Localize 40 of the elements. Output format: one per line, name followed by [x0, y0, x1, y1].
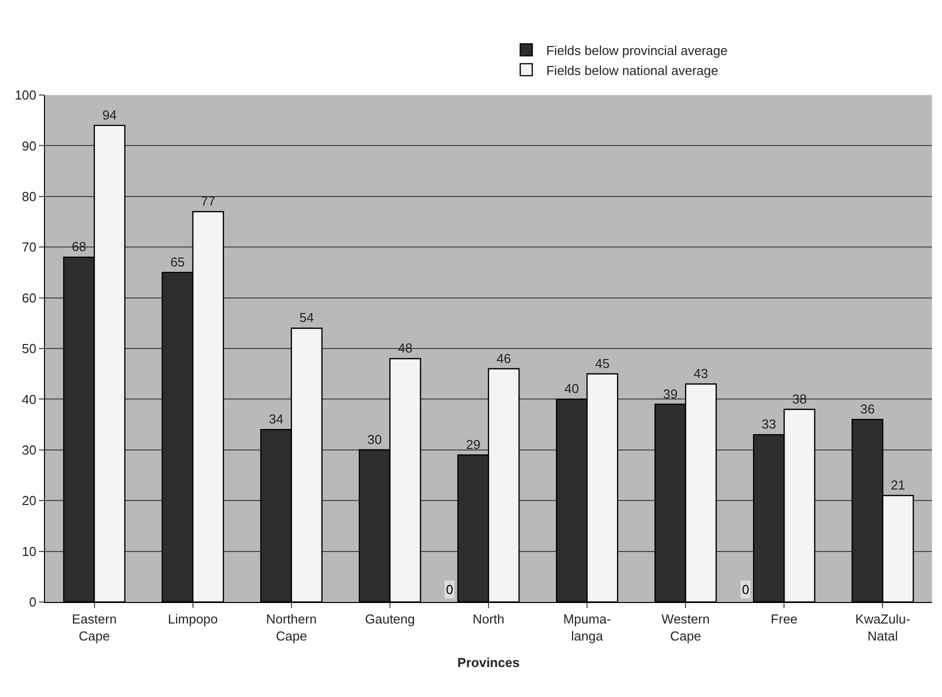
- annotation: 0: [446, 582, 454, 597]
- y-tick-label: 30: [22, 442, 36, 458]
- y-tick-label: 0: [29, 594, 36, 610]
- data-label: 43: [694, 366, 708, 381]
- data-label: 65: [170, 254, 185, 270]
- data-label: 94: [102, 107, 117, 122]
- y-tick-label: 100: [14, 88, 36, 103]
- x-tick-label: North: [472, 612, 504, 627]
- x-tick-label: Free: [770, 612, 798, 627]
- data-label: 34: [268, 412, 284, 427]
- x-tick-label: Western Cape: [662, 612, 710, 644]
- x-axis-title: Provinces: [457, 655, 520, 670]
- data-label: 54: [299, 310, 314, 326]
- data-label: 30: [367, 432, 382, 447]
- x-tick-label: Northern Cape: [266, 612, 317, 644]
- x-tick-label: Limpopo: [168, 612, 218, 627]
- data-label: 40: [564, 381, 580, 396]
- y-tick-label: 90: [22, 138, 36, 154]
- data-label: 21: [890, 478, 906, 493]
- y-tick-label: 20: [22, 493, 36, 508]
- y-tick-label: 40: [22, 392, 36, 407]
- x-tick-label: Eastern Cape: [72, 612, 117, 644]
- y-tick-label: 50: [22, 341, 36, 356]
- legend-label: Fields below national average: [546, 62, 718, 78]
- y-tick-label: 10: [22, 544, 36, 559]
- data-label: 39: [663, 386, 678, 402]
- y-tick-label: 70: [22, 240, 36, 255]
- data-label: 77: [200, 194, 216, 209]
- x-tick-label: Gauteng: [365, 612, 415, 627]
- data-label: 45: [595, 356, 610, 371]
- data-label: 36: [860, 401, 875, 416]
- legend-label: Fields below provincial average: [546, 42, 728, 58]
- y-tick-label: 60: [22, 290, 36, 306]
- y-tick-label: 80: [22, 188, 36, 204]
- data-label: 29: [466, 436, 480, 452]
- x-tick-label: Mpuma-langa: [563, 612, 611, 644]
- data-label: 33: [762, 416, 776, 432]
- x-tick-label: KwaZulu-Natal: [855, 612, 910, 644]
- data-label: 46: [496, 350, 512, 366]
- annotation: 0: [742, 582, 750, 597]
